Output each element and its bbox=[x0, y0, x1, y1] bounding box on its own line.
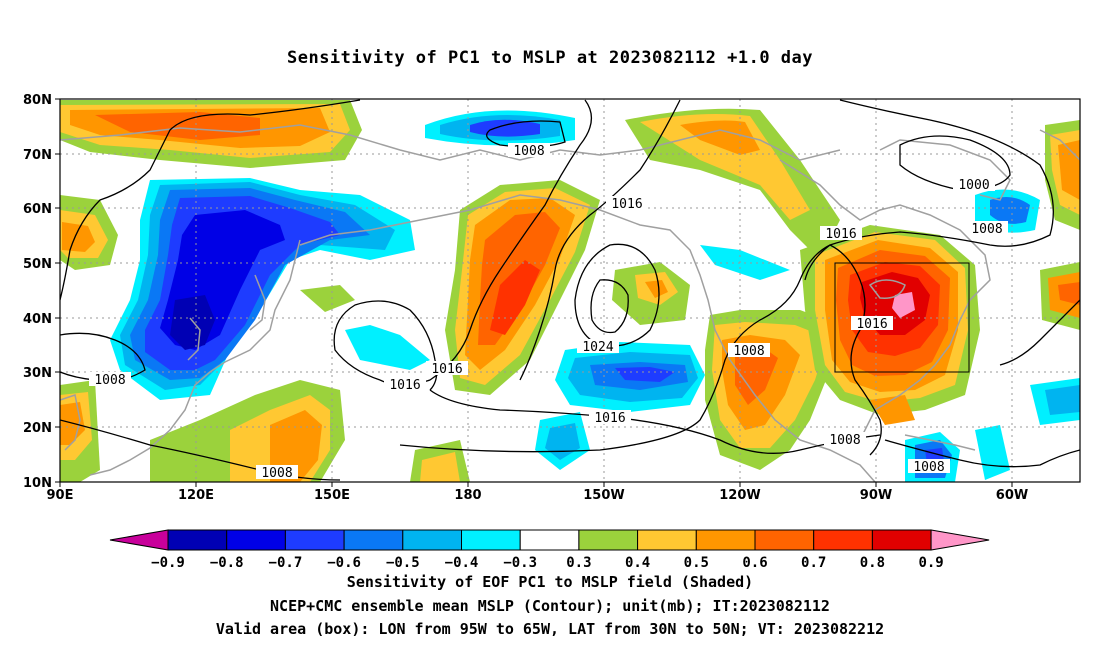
lat-labels: 10N 20N 30N 40N 50N 60N 70N 80N bbox=[23, 93, 52, 491]
lat-tick-label: 70N bbox=[23, 148, 52, 163]
contour-label: 1016 bbox=[856, 317, 887, 332]
colorbar-low-extension bbox=[109, 529, 169, 551]
lon-labels: 90E 120E 150E 180 150W 120W 90W 60W bbox=[47, 488, 1029, 503]
contour-label: 1016 bbox=[431, 362, 462, 377]
lat-tick-label: 60N bbox=[23, 202, 52, 217]
contour-label: 1016 bbox=[389, 378, 420, 393]
shade-patch bbox=[420, 452, 460, 482]
colorbar-swatch bbox=[519, 529, 580, 551]
lon-tick-label: 180 bbox=[454, 488, 481, 503]
colorbar-swatch bbox=[226, 529, 286, 551]
lat-tick-label: 50N bbox=[23, 257, 52, 272]
contour-label: 1016 bbox=[611, 197, 642, 212]
contour-label: 1024 bbox=[582, 340, 613, 355]
shade-patch bbox=[990, 196, 1030, 224]
colorbar-tick-label: −0.8 bbox=[210, 555, 244, 571]
colorbar: −0.9 −0.8 −0.7 −0.6 −0.5 −0.4 −0.3 0.3 0.4 0.5 0.6… bbox=[109, 529, 990, 571]
colorbar-tick-label: 0.8 bbox=[860, 555, 885, 571]
contour-label: 1008 bbox=[733, 344, 764, 359]
colorbar-tick-label: 0.5 bbox=[684, 555, 709, 571]
lat-tick-label: 30N bbox=[23, 366, 52, 381]
shade-patch bbox=[300, 285, 355, 312]
colorbar-swatch bbox=[578, 529, 639, 551]
colorbar-tick-label: −0.6 bbox=[327, 555, 361, 571]
lon-tick-label: 90W bbox=[860, 488, 892, 503]
colorbar-high-extension bbox=[930, 529, 990, 551]
colorbar-tick-label: 0.9 bbox=[918, 555, 943, 571]
colorbar-swatch bbox=[637, 529, 697, 551]
axis-ticks bbox=[55, 98, 1013, 487]
shaded-field bbox=[60, 100, 1080, 482]
colorbar-tick-label: −0.7 bbox=[269, 555, 303, 571]
colorbar-tick-label: −0.3 bbox=[503, 555, 537, 571]
shade-patch bbox=[270, 410, 322, 482]
lon-tick-label: 90E bbox=[47, 488, 74, 503]
colorbar-swatch bbox=[871, 529, 932, 551]
shade-patch bbox=[95, 112, 260, 140]
colorbar-tick-label: −0.9 bbox=[151, 555, 185, 571]
colorbar-tick-label: 0.3 bbox=[566, 555, 591, 571]
lat-tick-label: 20N bbox=[23, 421, 52, 436]
caption-line-3: Valid area (box): LON from 95W to 65W, L… bbox=[215, 620, 885, 638]
colorbar-swatch bbox=[284, 529, 345, 551]
colorbar-tick-label: 0.4 bbox=[625, 555, 650, 571]
lon-tick-label: 120W bbox=[719, 488, 760, 503]
caption-line-2: NCEP+CMC ensemble mean MSLP (Contour); u… bbox=[270, 597, 830, 615]
lon-tick-label: 150E bbox=[314, 488, 350, 503]
shade-patch bbox=[615, 367, 675, 382]
shade-patch bbox=[62, 222, 95, 252]
shade-patch bbox=[735, 345, 778, 405]
contour-label: 1016 bbox=[594, 411, 625, 426]
shade-patch bbox=[1045, 385, 1080, 415]
contour-label: 1016 bbox=[825, 227, 856, 242]
colorbar-swatch bbox=[402, 529, 462, 551]
contour-label: 1008 bbox=[829, 433, 860, 448]
contour-label: 1008 bbox=[513, 144, 544, 159]
lon-tick-label: 60W bbox=[996, 488, 1028, 503]
shade-patch bbox=[645, 280, 668, 298]
contour-label: 1008 bbox=[94, 373, 125, 388]
contour-label: 1008 bbox=[971, 222, 1002, 237]
lat-tick-label: 40N bbox=[23, 312, 52, 327]
colorbar-swatch bbox=[461, 529, 521, 551]
shade-patch bbox=[625, 108, 840, 260]
lat-tick-label: 80N bbox=[23, 93, 52, 108]
valid-area-box bbox=[834, 262, 970, 373]
lat-tick-label: 10N bbox=[23, 476, 52, 491]
map-frame bbox=[59, 98, 1081, 483]
shade-patch bbox=[490, 260, 540, 335]
colorbar-swatch bbox=[167, 529, 228, 551]
colorbar-swatch bbox=[695, 529, 756, 551]
contour-label: 1008 bbox=[261, 466, 292, 481]
colorbar-tick-label: 0.7 bbox=[801, 555, 826, 571]
shade-patch bbox=[170, 295, 215, 350]
shade-patch bbox=[640, 114, 810, 220]
colorbar-tick-label: −0.4 bbox=[445, 555, 479, 571]
colorbar-swatch bbox=[343, 529, 404, 551]
lon-tick-label: 120E bbox=[178, 488, 214, 503]
shade-patch bbox=[470, 119, 540, 137]
contour-label: 1008 bbox=[913, 460, 944, 475]
caption-line-1: Sensitivity of EOF PC1 to MSLP field (Sh… bbox=[346, 573, 754, 591]
mslp-contours bbox=[60, 99, 1080, 481]
colorbar-swatch bbox=[754, 529, 815, 551]
contour-label: 1000 bbox=[958, 178, 989, 193]
colorbar-tick-label: −0.5 bbox=[386, 555, 420, 571]
coastlines bbox=[60, 124, 1080, 482]
shade-patch bbox=[975, 425, 1010, 480]
colorbar-tick-label: 0.6 bbox=[742, 555, 767, 571]
shade-patch bbox=[345, 325, 430, 370]
shade-patch bbox=[892, 292, 915, 318]
contour-labels: 1008 1000 1016 1008 1016 1024 1016 1016 … bbox=[89, 143, 1008, 481]
chart-title: Sensitivity of PC1 to MSLP at 2023082112… bbox=[286, 48, 813, 68]
lon-tick-label: 150W bbox=[583, 488, 624, 503]
colorbar-swatch bbox=[813, 529, 873, 551]
shade-patch bbox=[1058, 282, 1080, 305]
shade-patch bbox=[870, 395, 915, 425]
